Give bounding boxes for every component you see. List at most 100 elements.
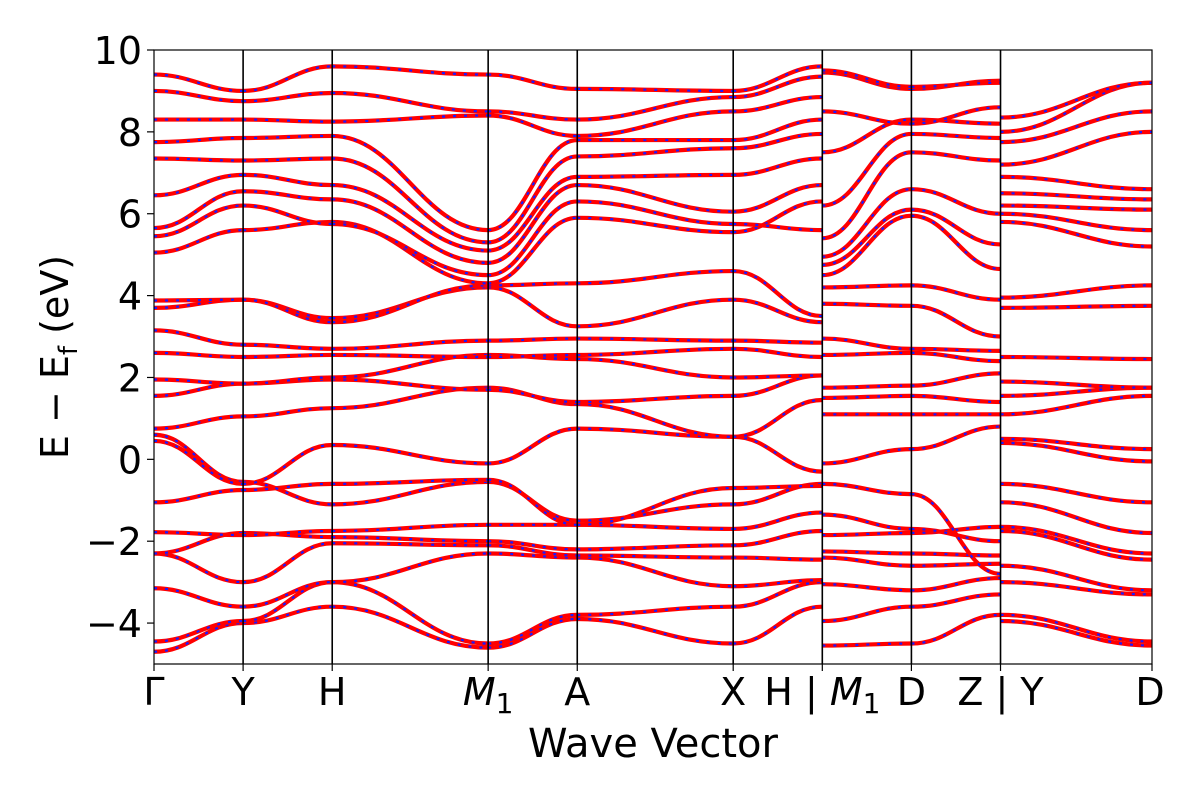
band-7-2-dash bbox=[911, 576, 1001, 592]
band-1-6-dash bbox=[243, 482, 333, 492]
band-8-24-dash bbox=[1000, 81, 1152, 119]
y-tick-label-0: −4 bbox=[86, 602, 142, 646]
band-0-18-dash bbox=[154, 190, 244, 230]
band-2-17-dash bbox=[332, 222, 489, 277]
band-8-9-line bbox=[1000, 436, 1152, 452]
band-8-4-dash bbox=[1000, 529, 1152, 561]
y-tick-label-3: 2 bbox=[118, 356, 142, 400]
x-tick-label-9: D bbox=[1135, 670, 1164, 714]
band-1-24-dash bbox=[243, 65, 333, 93]
band-3-1-dash bbox=[488, 613, 578, 645]
band-5-11-dash bbox=[733, 374, 823, 379]
band-5-1-dash bbox=[733, 581, 823, 608]
band-5-19-dash bbox=[733, 157, 823, 176]
band-5-2-dash bbox=[733, 578, 823, 588]
band-6-13-dash bbox=[822, 337, 912, 350]
band-8-7-dash bbox=[1000, 482, 1152, 504]
band-7-21-dash bbox=[911, 118, 1001, 125]
band-4-0-dash bbox=[577, 617, 734, 645]
band-2-4-dash bbox=[332, 536, 489, 543]
y-tick-label-1: −2 bbox=[86, 520, 142, 564]
band-1-13-dash bbox=[243, 343, 333, 350]
band-8-6-dash bbox=[1000, 501, 1152, 535]
band-4-19-dash bbox=[577, 173, 734, 178]
band-5-4-dash bbox=[733, 529, 823, 547]
band-1-12-dash bbox=[243, 353, 333, 359]
band-6-3-dash bbox=[822, 556, 912, 567]
band-8-19-line bbox=[1000, 191, 1152, 202]
y-tick-label-6: 8 bbox=[118, 111, 142, 155]
band-1-21-dash bbox=[243, 134, 333, 140]
band-4-3-dash bbox=[577, 554, 734, 559]
band-5-7-dash bbox=[733, 484, 823, 490]
high-symmetry-lines bbox=[242, 50, 1002, 664]
band-6-12-dash bbox=[822, 351, 912, 357]
band-1-0-dash bbox=[243, 605, 333, 625]
band-7-10-dash bbox=[911, 394, 1001, 404]
band-2-22-dash bbox=[332, 114, 489, 123]
band-5-10-dash bbox=[733, 374, 823, 397]
band-1-19-dash bbox=[243, 173, 333, 187]
band-6-5-dash bbox=[822, 531, 912, 537]
band-0-1-dash bbox=[154, 619, 244, 643]
band-2-9-dash bbox=[332, 386, 489, 410]
band-5-12-dash bbox=[733, 347, 823, 359]
band-4-9-line bbox=[577, 401, 734, 439]
band-4-8-dash bbox=[577, 427, 734, 438]
band-3-21-dash bbox=[488, 138, 578, 232]
band-0-9-dash bbox=[154, 415, 244, 430]
band-1-17-dash bbox=[243, 204, 333, 226]
band-6-10-dash bbox=[822, 394, 912, 400]
band-7-12-dash bbox=[911, 351, 1001, 363]
band-2-5-dash bbox=[332, 523, 489, 533]
band-2-7-dash bbox=[332, 478, 489, 485]
band-4-11-dash bbox=[577, 357, 734, 379]
band-3-10-dash bbox=[488, 388, 578, 404]
band-3-14-dash bbox=[488, 286, 578, 328]
band-3-8-dash bbox=[488, 427, 578, 465]
band-8-17-dash bbox=[1000, 212, 1152, 232]
band-0-19-dash bbox=[154, 173, 244, 197]
band-3-18-dash bbox=[488, 183, 578, 264]
band-4-14-dash bbox=[577, 298, 734, 328]
band-0-0-dash bbox=[154, 621, 244, 653]
band-0-23-dash bbox=[154, 89, 244, 103]
band-1-23-dash bbox=[243, 91, 333, 103]
band-5-23-dash bbox=[733, 75, 823, 99]
band-6-14-dash bbox=[822, 302, 912, 307]
band-0-24-dash bbox=[154, 73, 244, 93]
band-8-10-dash bbox=[1000, 394, 1152, 416]
band-2-12-dash bbox=[332, 353, 489, 359]
band-3-16-dash bbox=[488, 216, 578, 285]
band-3-22-dash bbox=[488, 114, 578, 138]
x-tick-label-0: Γ bbox=[143, 670, 164, 714]
band-3-23-dash bbox=[488, 110, 578, 121]
band-1-1-dash bbox=[243, 581, 333, 623]
band-1-18-dash bbox=[243, 190, 333, 201]
band-2-11-dash bbox=[332, 353, 489, 379]
band-6-11-dash bbox=[822, 384, 912, 389]
y-axis-label-unit: (eV) bbox=[33, 255, 77, 346]
band-0-15-dash bbox=[154, 298, 244, 302]
band-2-0-line bbox=[332, 604, 489, 650]
band-7-19-dash bbox=[911, 151, 1001, 162]
band-0-21-dash bbox=[154, 136, 244, 144]
band-0-12-dash bbox=[154, 351, 244, 359]
band-0-6-dash bbox=[154, 488, 244, 504]
band-2-24-dash bbox=[332, 65, 489, 76]
band-7-14-dash bbox=[911, 304, 1001, 338]
band-8-14-line bbox=[1000, 303, 1152, 310]
x-tick-label-4: A bbox=[564, 670, 590, 714]
band-0-4-dash bbox=[154, 531, 244, 555]
band-8-16-dash bbox=[1000, 220, 1152, 248]
band-1-5-dash bbox=[243, 529, 333, 537]
band-5-20-dash bbox=[733, 132, 823, 150]
band-2-10-dash bbox=[332, 378, 489, 391]
band-6-18-dash bbox=[822, 188, 912, 258]
band-5-21-dash bbox=[733, 118, 823, 142]
band-1-2-dash bbox=[243, 581, 333, 608]
band-5-15-dash bbox=[733, 269, 823, 318]
band-7-4-dash bbox=[911, 552, 1001, 557]
band-6-24-dash bbox=[822, 69, 912, 88]
